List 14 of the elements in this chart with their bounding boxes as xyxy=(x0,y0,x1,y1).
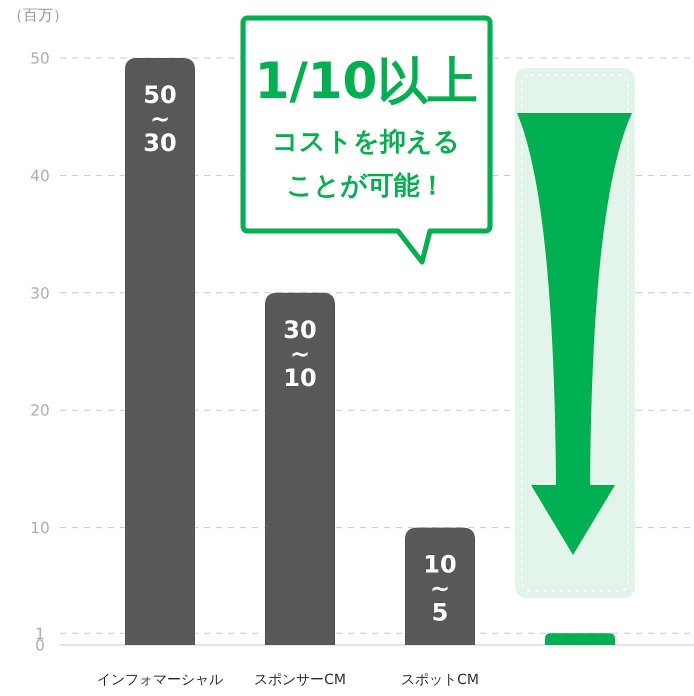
y-tick-label: 30 xyxy=(30,284,50,302)
data-label: 10~5 xyxy=(423,550,457,627)
data-label: 50~30 xyxy=(143,81,177,157)
x-tick-label: インフォマーシャル xyxy=(97,672,223,688)
y-tick-label: 10 xyxy=(30,519,50,538)
x-tick-label: スポンサーCM xyxy=(254,672,346,688)
annotation: 1/10以上 xyxy=(254,52,478,110)
y-tick-label: 20 xyxy=(30,402,50,420)
data-label: 30~10 xyxy=(283,316,317,392)
x-tick-label: スポットCM xyxy=(401,672,479,688)
y-tick-label: 50 xyxy=(30,49,50,68)
y-tick-label: 40 xyxy=(30,166,50,185)
y-axis-title: （百万） xyxy=(8,6,68,24)
annotation: コストを抑えることが可能！ xyxy=(272,127,460,201)
